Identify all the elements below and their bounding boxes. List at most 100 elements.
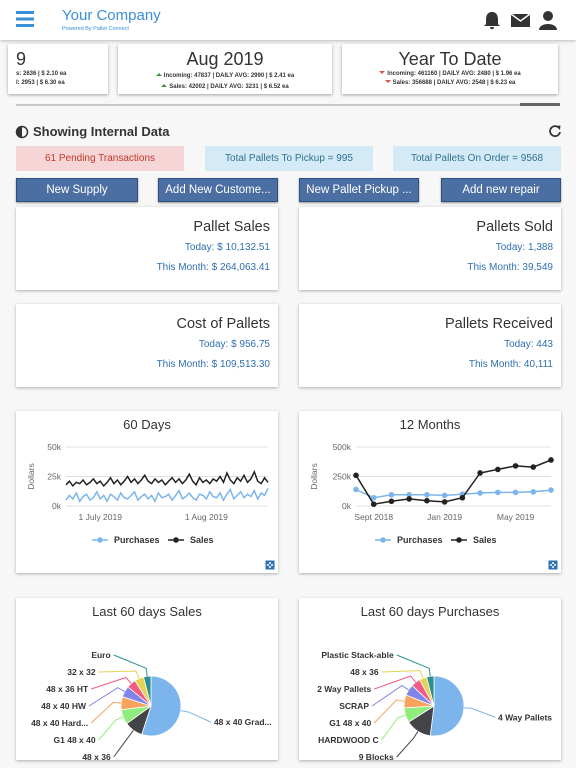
label-connector [90,701,122,724]
header-icons[interactable] [482,9,560,31]
refresh-icon[interactable] [548,124,562,138]
y-axis-label: Dollars [26,463,36,489]
legend-marker [97,537,103,543]
point-marker [388,498,395,505]
stat-today: Today: 443 [504,339,553,350]
user-icon[interactable] [543,11,553,21]
label-connector [88,687,125,707]
point-marker [530,489,537,495]
slice-label: 48 x 36 [82,752,111,760]
slice-label: Euro [91,650,110,660]
header-bar [0,0,576,40]
x-tick-label: 1 Aug 2019 [185,512,228,522]
chart-card: Last 60 days Sales 48 x 40 Grad... 48 x 36… [16,598,278,760]
new-pickup-button[interactable]: New Pallet Pickup ... [299,178,419,202]
stat-today: Today: $ 956.75 [198,339,270,350]
label-connector [381,714,406,741]
summary-card: 9 s: 2636 | $ 2.10 ea l: 2953 | $ 6.30 ea [8,44,108,94]
point-marker [477,470,483,476]
chart-title: 12 Months [400,417,461,432]
legend-label: Purchases [114,535,160,545]
label-connector [180,710,212,723]
y-tick-label: 500k [333,442,352,452]
summary-title: 9 [16,49,27,69]
summary-sales: l: 2953 | $ 6.30 ea [16,80,65,86]
legend-marker [380,537,386,543]
expand-icon[interactable] [548,560,558,570]
label-connector [98,716,124,741]
point-marker [512,489,519,496]
point-marker [441,492,448,499]
slice-label: 32 x 32 [67,667,96,677]
bell-icon[interactable] [484,12,500,30]
slice-label: G1 48 x 40 [54,735,96,745]
x-tick-label: May 2019 [497,512,535,522]
chart-card: 60 Days Dollars 0k 25k 50k 1 July 2019 1 Aug 2… [16,411,278,573]
point-marker [441,499,448,505]
slice-label: 4 Way Pallets [498,712,552,722]
chart-card: 12 Months Dollars 0k 250k 500k Sept 2018 Jan 2… [299,411,561,573]
x-tick-label: Sept 2018 [354,512,393,522]
legend-label: Purchases [397,535,443,545]
x-tick-label: Jan 2019 [427,512,462,522]
legend-label: Sales [190,535,214,545]
stat-card: Cost of Pallets Today: $ 956.75 This Month… [16,304,278,387]
slice-label: 48 x 40 Hard... [31,718,88,728]
stat-card: Pallets Sold Today: 1,388 This Month: 39,5… [299,207,561,290]
chart-title: 60 Days [123,417,171,432]
label-connector [374,675,417,690]
chart-title: Last 60 days Sales [92,604,202,619]
point-marker [459,494,466,501]
alert-order[interactable]: Total Pallets On Order = 9568 [393,146,561,171]
label-connector [113,729,134,758]
point-marker [370,501,377,508]
summary-incoming: Incoming: 461160 | DAILY AVG: 2480 | $ 1… [342,70,558,79]
point-marker [530,464,537,470]
label-connector [113,654,148,677]
label-connector [463,707,496,718]
point-marker [424,491,430,498]
stat-card: Pallet Sales Today: $ 10,132.51 This Month… [16,207,278,290]
slice-label: 2 Way Pallets [317,684,371,694]
summary-sales: Sales: 356688 | DAILY AVG: 2548 | $ 6.23… [342,79,558,88]
company-subtitle: Powered By Pallet Connect [62,26,129,32]
stat-today: Today: 1,388 [495,242,553,253]
stat-title: Cost of Pallets [176,316,271,332]
pie-slice [429,675,465,737]
point-marker [406,496,412,502]
summary-title: Aug 2019 [186,49,264,69]
expand-icon[interactable] [265,560,275,570]
add-customer-button[interactable]: Add New Custome... [158,178,278,202]
point-marker [495,466,501,473]
label-connector [373,699,405,724]
toggle-icon[interactable] [15,125,31,139]
summary-incoming: s: 2636 | $ 2.10 ea [16,71,67,77]
stat-month: This Month: 39,549 [467,262,553,273]
stat-today: Today: $ 10,132.51 [184,242,270,253]
new-supply-button[interactable]: New Supply [16,178,138,202]
point-marker [353,486,359,493]
label-connector [98,670,140,679]
y-tick-label: 0k [342,501,352,511]
alert-pickup[interactable]: Total Pallets To Pickup = 995 [205,146,373,171]
label-connector [396,654,431,677]
menu-icon[interactable] [14,10,36,28]
stat-month: This Month: 40,111 [468,359,553,370]
x-tick-label: 1 July 2019 [78,512,122,522]
point-marker [548,457,554,463]
slice-label: SCRAP [339,701,369,711]
summary-card: Aug 2019 Incoming: 47837 | DAILY AVG: 299… [118,44,332,94]
summary-card: Year To Date Incoming: 461160 | DAILY AVG… [342,44,558,94]
add-repair-button[interactable]: Add new repair [441,178,561,202]
point-marker [512,463,519,469]
alert-pending[interactable]: 61 Pending Transactions [16,146,184,171]
label-connector [381,670,424,679]
slice-label: 48 x 40 Grad... [214,717,272,727]
stat-month: This Month: $ 264,063.41 [156,262,270,273]
slice-label: 48 x 36 [350,667,379,677]
point-marker [406,491,412,498]
series-line [355,459,552,506]
slice-label: G1 48 x 40 [329,718,371,728]
slice-label: 9 Blocks [359,752,394,760]
